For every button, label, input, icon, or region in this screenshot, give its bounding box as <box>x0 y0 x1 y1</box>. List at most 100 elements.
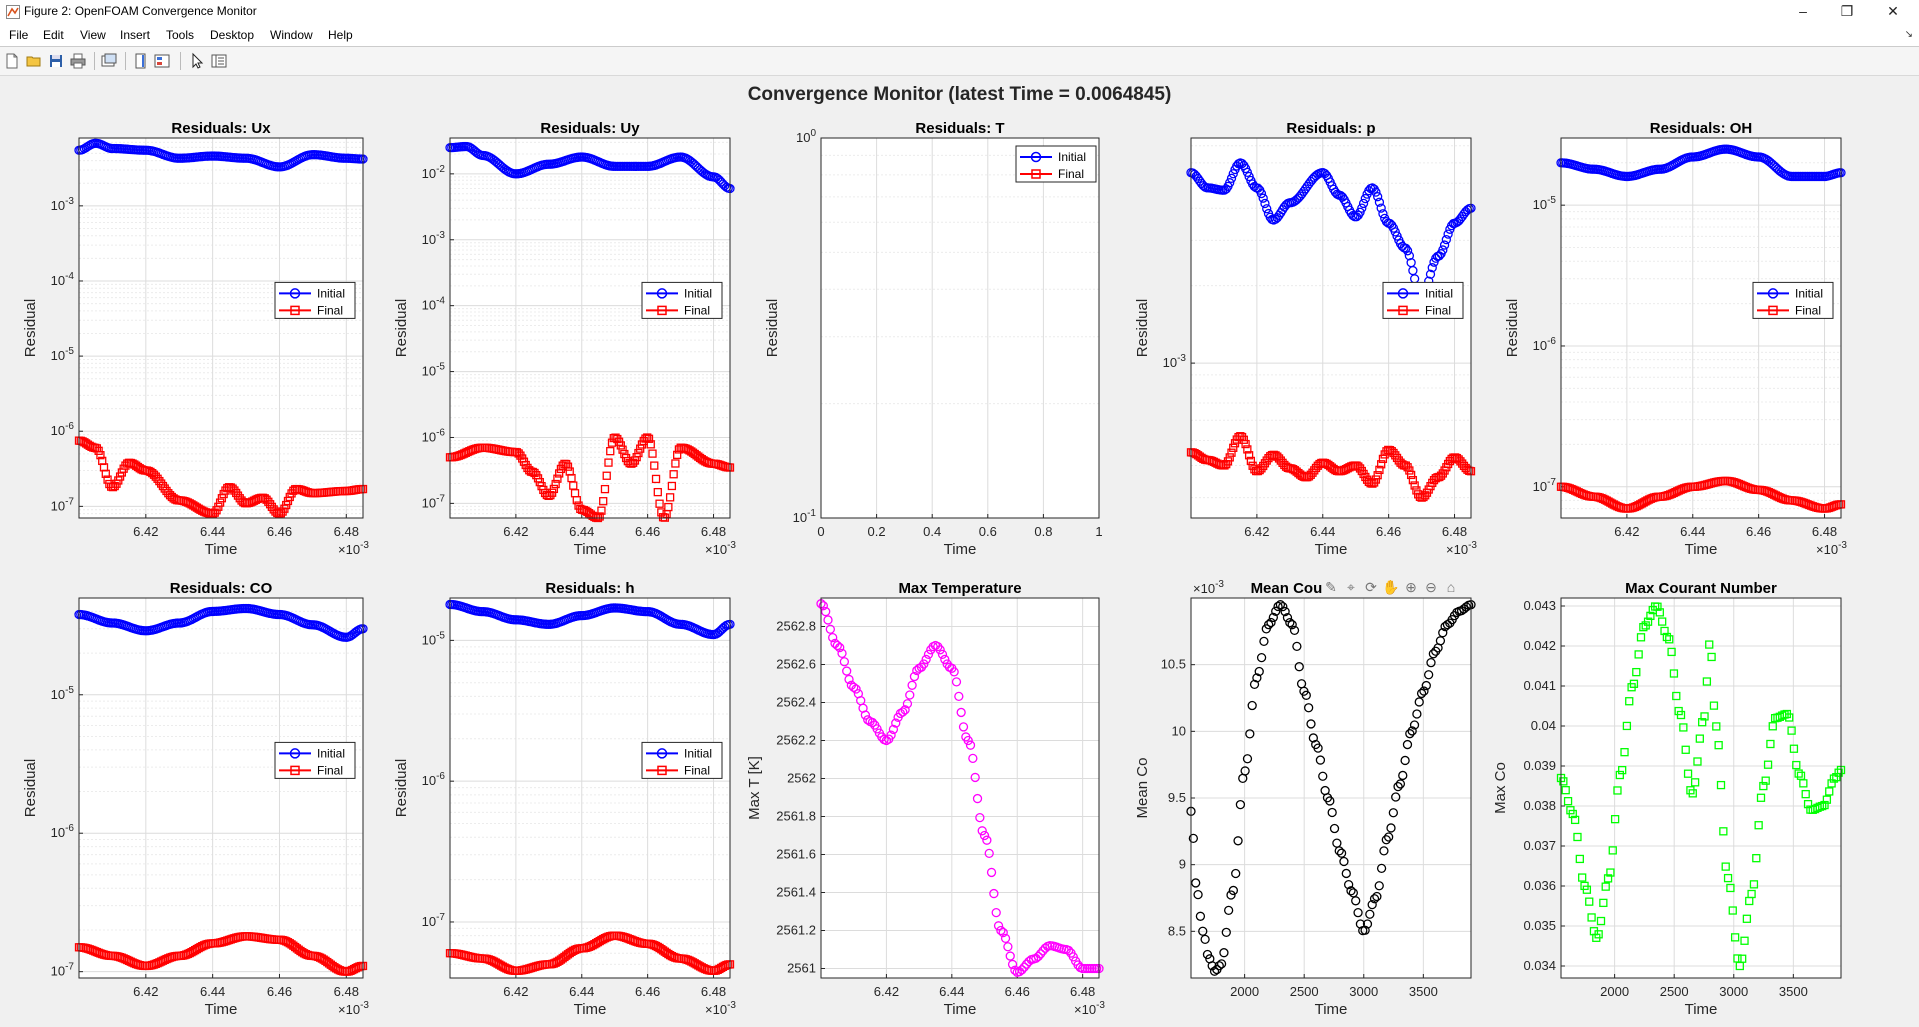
new-figure-icon[interactable] <box>3 52 21 70</box>
legend-marker <box>1030 151 1042 163</box>
data-point <box>849 682 859 692</box>
zoom-in-icon[interactable]: ⊕ <box>1405 579 1417 595</box>
legend[interactable]: Initial Final <box>641 741 723 779</box>
pointer-icon[interactable] <box>188 52 206 70</box>
y-tick-label: 0.042 <box>1523 638 1556 653</box>
legend[interactable]: Initial Final <box>274 281 356 319</box>
data-point <box>1688 789 1697 798</box>
data-point <box>972 793 983 804</box>
axes-box <box>78 597 364 979</box>
data-point <box>1829 774 1839 783</box>
data-point <box>935 645 945 655</box>
save-icon[interactable] <box>47 52 65 70</box>
data-point <box>1315 755 1326 765</box>
zoom-out-icon[interactable]: ⊖ <box>1425 579 1437 595</box>
data-point <box>1679 723 1688 732</box>
menu-insert[interactable]: Insert <box>120 28 151 42</box>
restore-view-icon[interactable]: ⌂ <box>1447 579 1455 595</box>
menu-file[interactable]: File <box>9 28 29 42</box>
link-plot-icon[interactable] <box>100 52 118 70</box>
axes-10[interactable]: 2000 2500 3000 3500 0.034 0.035 0.036 0.037 0.03… <box>1492 580 1846 1018</box>
legend-label: Initial <box>684 746 712 760</box>
data-point <box>1700 712 1709 721</box>
x-axis-label: Time <box>1315 1001 1348 1018</box>
y-tick-label: 10-4 <box>51 271 75 288</box>
data-point <box>1660 626 1669 636</box>
rotate-icon[interactable]: ⟳ <box>1365 579 1377 595</box>
data-point <box>839 657 850 667</box>
close-icon[interactable]: ✕ <box>1887 3 1899 19</box>
dock-arrow-icon[interactable]: ↘ <box>1904 29 1913 40</box>
legend-icon[interactable] <box>153 52 171 70</box>
colorbar-icon[interactable] <box>132 52 150 70</box>
data-point <box>1241 439 1250 449</box>
y-tick-label: 10-6 <box>1533 336 1557 353</box>
data-point <box>1325 796 1335 806</box>
axes-box <box>449 137 731 519</box>
y-tick-label: 10-6 <box>422 771 446 788</box>
print-icon[interactable] <box>69 52 87 70</box>
data-point <box>1263 620 1274 630</box>
minimize-icon[interactable]: – <box>1799 3 1807 19</box>
data-point <box>1709 701 1719 710</box>
axes-2[interactable]: 6.42 6.44 6.46 6.48 10-7 10-6 10-5 10-4 10-3 10-2… <box>393 120 736 558</box>
data-point <box>1005 951 1015 961</box>
legend[interactable]: Initial Final <box>1015 145 1097 183</box>
axes-toolbar[interactable]: ✎ ⌖ ⟳ ✋ ⊕ ⊖ ⌂ <box>1323 578 1473 596</box>
axes-7[interactable]: 6.42 6.44 6.46 6.48 10-7 10-6 10-5 Residuals: h… <box>393 580 736 1018</box>
data-point <box>1707 652 1716 662</box>
data-point <box>919 659 929 669</box>
axes-6[interactable]: 6.42 6.44 6.46 6.48 10-7 10-6 10-5 Residuals: C… <box>22 580 369 1018</box>
data-point <box>835 642 845 653</box>
axes-8[interactable]: 6.42 6.44 6.46 6.48 2561 2561.2 2561.4 2561.6 25… <box>746 580 1105 1018</box>
y-tick-label: 2562.8 <box>776 619 816 634</box>
y-tick-label: 10-7 <box>51 962 75 979</box>
data-point <box>1374 881 1384 891</box>
data-point <box>1443 229 1453 239</box>
data-point <box>949 667 959 677</box>
data-point <box>1372 891 1382 902</box>
x-tick-label: 1 <box>1095 524 1102 539</box>
data-point <box>1759 781 1768 791</box>
legend[interactable]: Initial Final <box>1752 281 1834 319</box>
data-point <box>1275 600 1286 610</box>
y-tick-label: 10-7 <box>422 493 446 510</box>
menu-tools[interactable]: Tools <box>166 28 195 42</box>
menu-window[interactable]: Window <box>270 28 313 42</box>
series-final <box>445 433 735 523</box>
data-point <box>599 497 608 506</box>
data-point <box>1381 835 1391 845</box>
y-tick-label: 0.035 <box>1523 918 1556 933</box>
menu-view[interactable]: View <box>80 28 106 42</box>
data-point <box>1749 880 1759 889</box>
menu-desktop[interactable]: Desktop <box>210 28 255 42</box>
open-file-icon[interactable] <box>25 52 43 70</box>
axes-3[interactable]: 0 0.2 0.4 0.6 0.8 1 10-1 100 Residuals: T Time Res… <box>764 120 1103 558</box>
pan-icon[interactable]: ✋ <box>1382 579 1399 595</box>
property-inspector-icon[interactable] <box>210 52 228 70</box>
y-tick-label: 10-4 <box>422 296 446 313</box>
axes-background <box>1561 138 1841 518</box>
legend[interactable]: Initial Final <box>641 281 723 319</box>
legend[interactable]: Initial Final <box>274 741 356 779</box>
data-point <box>863 715 873 725</box>
axes-5[interactable]: 6.42 6.44 6.46 6.48 10-7 10-6 10-5 Residuals: O… <box>1504 120 1847 558</box>
axes-box <box>1560 597 1842 979</box>
axes-background <box>79 138 363 518</box>
y-axis-label: Residual <box>1504 299 1521 357</box>
data-point <box>842 666 852 676</box>
menu-edit[interactable]: Edit <box>43 28 64 42</box>
data-point <box>1391 792 1401 802</box>
data-point <box>1355 919 1366 929</box>
menu-help[interactable]: Help <box>328 28 353 42</box>
legend[interactable]: Initial Final <box>1382 281 1464 319</box>
axes-4[interactable]: 6.42 6.44 6.46 6.48 10-3 Residuals: p Time Resi… <box>1134 120 1477 558</box>
brush-icon[interactable]: ✎ <box>1325 579 1337 595</box>
data-point <box>1239 435 1248 444</box>
axes-1[interactable]: 6.42 6.44 6.46 6.48 10-7 10-6 10-5 10-4 10-3 Resi… <box>22 120 369 558</box>
axes-title: Residuals: Uy <box>540 120 640 137</box>
maximize-icon[interactable]: ❐ <box>1840 3 1854 19</box>
data-tips-icon[interactable]: ⌖ <box>1347 579 1355 595</box>
